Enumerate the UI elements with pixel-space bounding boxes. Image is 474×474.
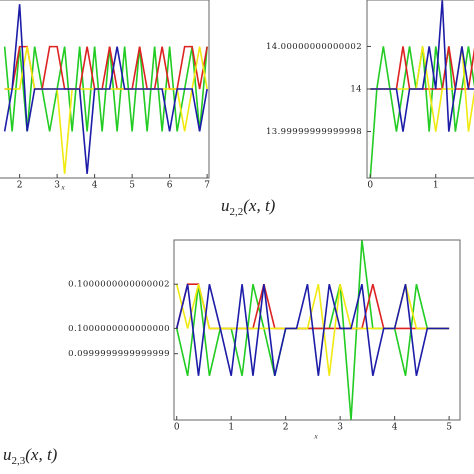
caption: u2,2(x, t)	[221, 196, 276, 218]
x-axis-label: x	[60, 184, 65, 192]
caption: u2,3(x, t)	[3, 445, 58, 467]
plot-area	[369, 0, 474, 178]
plot-area	[3, 4, 208, 174]
x-tick-label: 0	[174, 423, 180, 433]
x-tick-label: 0	[367, 181, 373, 191]
x-tick-label: 4	[392, 423, 398, 433]
x-tick-label: 5	[129, 181, 135, 191]
plot-frame	[0, 0, 210, 179]
x-tick-label: 1	[228, 423, 234, 433]
series-line	[370, 0, 474, 132]
x-tick-label: 3	[54, 181, 60, 191]
y-tick-label: 0.0999999999999999	[68, 349, 170, 359]
x-tick-label: 2	[17, 181, 23, 191]
x-tick-label: 5	[446, 423, 452, 433]
caption-args: (x, t)	[243, 196, 275, 215]
series-line	[175, 284, 450, 376]
y-tick-label: 0.1000000000000002	[68, 280, 170, 290]
x-axis-label: x	[313, 433, 318, 441]
x-tick-label: 6	[167, 181, 173, 191]
y-tick-label: 14.00000000000002	[266, 42, 362, 52]
caption-base: u	[3, 445, 12, 464]
x-tick-label: 7	[204, 181, 210, 191]
x-tick-label: 3	[337, 423, 343, 433]
plot-frame	[173, 239, 461, 421]
y-tick-label: 13.99999999999998	[266, 127, 362, 137]
x-tick-label: 2	[283, 423, 289, 433]
y-tick-label: 14	[350, 85, 362, 95]
y-tick-label: 0.1000000000000000	[68, 324, 170, 334]
caption-subscript: 2,2	[230, 206, 244, 218]
plot-area	[175, 240, 450, 420]
x-tick-label: 4	[92, 181, 98, 191]
caption-subscript: 2,3	[12, 455, 26, 467]
caption-args: (x, t)	[25, 445, 57, 464]
series-line	[3, 4, 208, 174]
x-tick-label: 1	[433, 181, 439, 191]
caption-base: u	[221, 196, 230, 215]
